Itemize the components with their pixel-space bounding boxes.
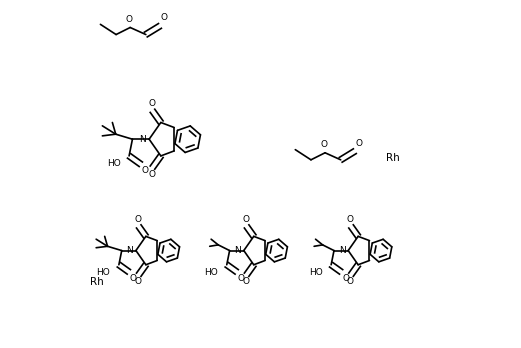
Text: O: O xyxy=(242,215,250,224)
Text: N: N xyxy=(234,246,241,255)
Text: O: O xyxy=(321,140,328,149)
Text: O: O xyxy=(126,15,133,24)
Text: O: O xyxy=(130,274,137,283)
Text: N: N xyxy=(140,135,146,144)
Text: N: N xyxy=(339,246,345,255)
Text: HO: HO xyxy=(309,268,322,277)
Text: O: O xyxy=(161,14,168,22)
Text: O: O xyxy=(142,166,149,175)
Text: O: O xyxy=(134,215,142,224)
Text: O: O xyxy=(134,277,142,286)
Text: HO: HO xyxy=(96,268,110,277)
Text: O: O xyxy=(347,277,354,286)
Text: Rh: Rh xyxy=(386,153,400,163)
Text: HO: HO xyxy=(204,268,218,277)
Text: O: O xyxy=(148,99,155,108)
Text: O: O xyxy=(148,171,155,179)
Text: O: O xyxy=(242,277,250,286)
Text: N: N xyxy=(127,246,133,255)
Text: O: O xyxy=(342,274,349,283)
Text: O: O xyxy=(356,139,363,148)
Text: O: O xyxy=(347,215,354,224)
Text: HO: HO xyxy=(107,159,120,168)
Text: O: O xyxy=(238,274,245,283)
Text: Rh: Rh xyxy=(90,277,104,287)
